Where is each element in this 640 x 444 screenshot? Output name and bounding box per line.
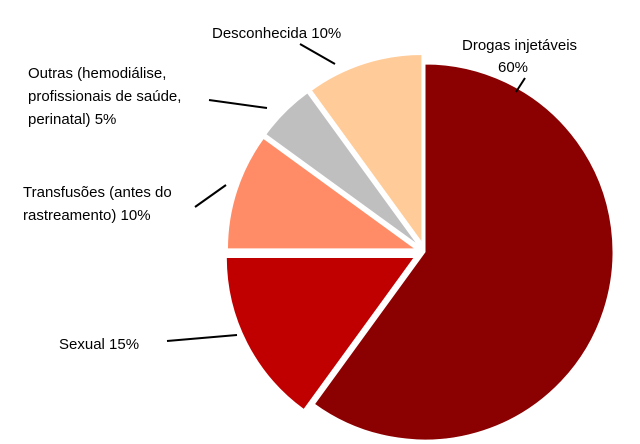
pie-slice-desconhecida (310, 53, 423, 245)
leader-line-sexual (166, 334, 238, 342)
leader-line-drogas-injetaveis (515, 77, 526, 93)
slice-label-desconhecida: Desconhecida 10% (212, 25, 341, 42)
slice-label-transfusoes-antes-do-rastreamento: Transfusões (antes do rastreamento) 10% (23, 184, 172, 224)
slice-label-outras-hemodialise-profissionais-de-saude-perinatal: Outras (hemodiálise, profissionais de saú… (28, 65, 181, 128)
leader-line-transfusoes-antes-do-rastreamento (194, 184, 227, 208)
pie-slice-transfusoes-antes-do-rastreamento (226, 137, 418, 250)
pie-slice-sexual (225, 256, 416, 411)
leader-line-outras-hemodialise-profissionais-de-saude-perinatal (208, 99, 268, 109)
slice-label-sexual: Sexual 15% (59, 336, 139, 353)
pie-slice-drogas-injetaveis (313, 63, 614, 441)
leader-line-desconhecida (299, 43, 336, 65)
slice-label-drogas-injetaveis: Drogas injetáveis 60% (462, 37, 577, 76)
pie-slice-outras-hemodialise-profissionais-de-saude-perinatal (265, 92, 419, 246)
